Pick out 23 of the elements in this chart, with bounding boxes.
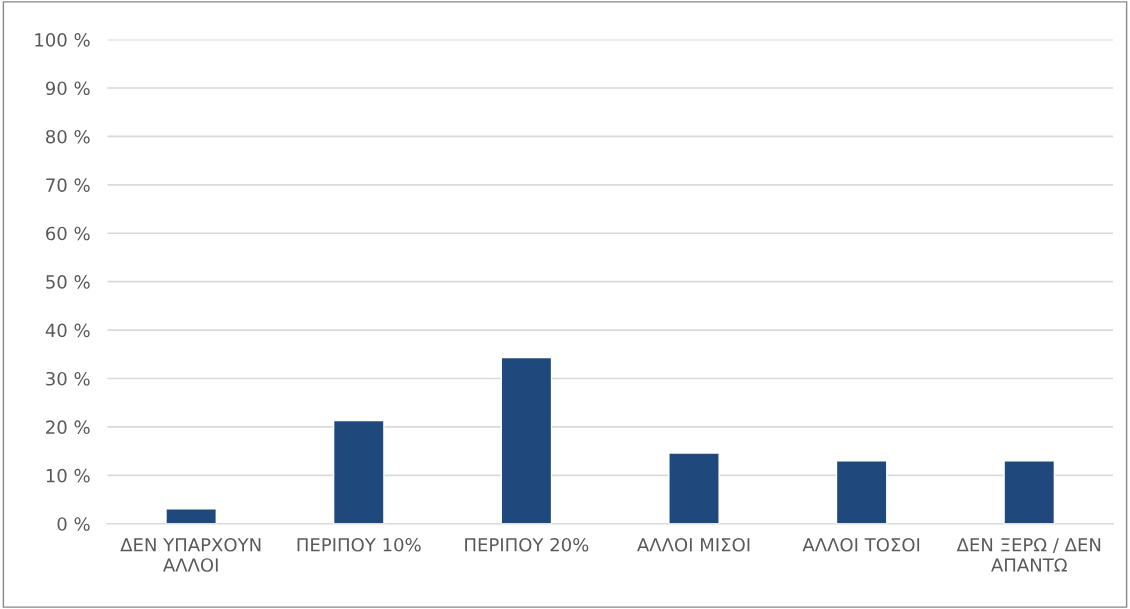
bar: [165, 508, 217, 524]
bar: [332, 419, 385, 524]
x-tick-label: ΔΕΝ ΥΠΑΡΧΟΥΝ ΑΛΛΟΙ: [120, 537, 261, 572]
y-tick-label: 100 %: [35, 33, 90, 47]
x-tick-label: ΑΛΛΟΙ ΤΟΣΟΙ: [802, 537, 920, 552]
x-tick-label: ΠΕΡΙΠΟΥ 20%: [465, 537, 589, 552]
bar: [668, 452, 720, 524]
x-tick-label: ΔΕΝ ΞΕΡΩ / ΔΕΝ ΑΠΑΝΤΩ: [956, 538, 1101, 572]
x-tick-label: ΑΛΛΟΙ ΜΙΣΟΙ: [637, 537, 750, 552]
y-tick-label: 90 %: [45, 81, 90, 96]
bar: [835, 460, 888, 524]
y-tick-label: 0 %: [57, 517, 90, 531]
y-tick-label: 20 %: [46, 420, 90, 435]
bar: [500, 356, 553, 524]
bar: [1003, 460, 1056, 524]
y-tick-label: 10 %: [46, 468, 90, 483]
y-tick-label: 70 %: [46, 178, 90, 192]
y-tick-label: 80 %: [46, 129, 90, 144]
y-tick-label: 50 %: [46, 275, 90, 289]
x-tick-label: ΠΕΡΙΠΟΥ 10%: [297, 537, 421, 552]
y-tick-label: 60 %: [46, 226, 90, 241]
y-tick-label: 40 %: [45, 323, 90, 338]
y-tick-label: 30 %: [46, 371, 90, 386]
